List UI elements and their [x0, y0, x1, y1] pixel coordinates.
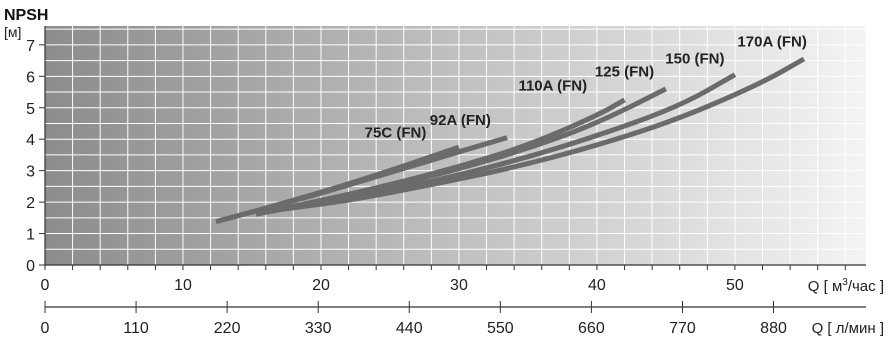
- curve-label: 75C (FN): [365, 125, 427, 142]
- x-axis-title-m3h: Q [ м3/час ]: [808, 277, 884, 295]
- x-tick-label-lmin: 440: [396, 320, 423, 337]
- curve-label: 170A (FN): [737, 33, 806, 50]
- x-tick-label-lmin: 330: [305, 320, 332, 337]
- curve-label: 125 (FN): [595, 63, 654, 80]
- y-tick-label: 5: [26, 101, 35, 118]
- x-axis-title-lmin: Q [ л/мин ]: [812, 320, 884, 337]
- y-tick-label: 6: [26, 69, 35, 86]
- plot-background: [45, 26, 866, 265]
- y-tick-label: 3: [26, 164, 35, 181]
- curves: [215, 56, 806, 225]
- curve-label: 150 (FN): [665, 51, 724, 68]
- y-tick-label: 7: [26, 38, 35, 55]
- axes: 0 1 2 3 4 5 6 7 0 10 20 30 40 50 Q [ м3/час ] 0 110 220 33…: [26, 26, 884, 337]
- series-line: [283, 56, 806, 212]
- x-tick-label-lmin: 220: [214, 320, 241, 337]
- series-line: [215, 135, 508, 225]
- x-tick-label-m3h: 10: [174, 277, 192, 294]
- x-tick-label-lmin: 770: [669, 320, 696, 337]
- x-tick-label-lmin: 0: [41, 320, 50, 337]
- x-tick-label-m3h: 30: [450, 277, 468, 294]
- y-tick-label: 0: [26, 258, 35, 275]
- curve-label: 110A (FN): [518, 77, 587, 94]
- x-tick-label-m3h: 40: [588, 277, 606, 294]
- chart-title: NPSH: [4, 7, 48, 24]
- labels: 75C (FN)92A (FN) 110A (FN) 125 (FN) 150 (FN…: [365, 33, 807, 141]
- y-tick-label: 1: [26, 227, 35, 244]
- y-tick-label: 2: [26, 195, 35, 212]
- x-tick-label-m3h: 50: [726, 277, 744, 294]
- x-tick-label-lmin: 550: [487, 320, 514, 337]
- y-tick-label: 4: [26, 132, 35, 149]
- x-tick-label-lmin: 110: [123, 320, 149, 337]
- y-axis-label: [м]: [4, 24, 21, 40]
- curve-label: 92A (FN): [430, 112, 491, 129]
- x-tick-label-m3h: 20: [312, 277, 330, 294]
- x-tick-label-m3h: 0: [41, 277, 50, 294]
- x-tick-label-lmin: 660: [578, 320, 605, 337]
- x-tick-label-lmin: 880: [760, 320, 787, 337]
